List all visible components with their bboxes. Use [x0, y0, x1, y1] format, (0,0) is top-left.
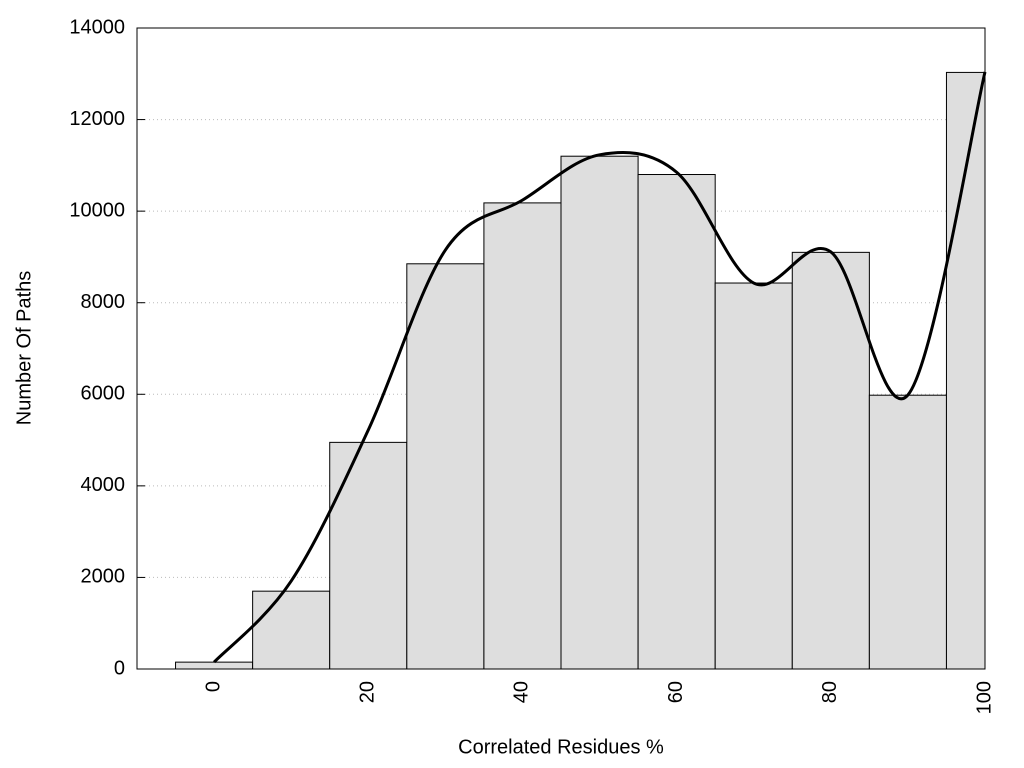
bar: [791, 251, 870, 670]
bar: [560, 155, 639, 670]
plot-frame: [136, 27, 986, 670]
x-tick-label: 0: [202, 681, 224, 692]
y-axis-label: Number Of Paths: [13, 271, 35, 426]
bar: [175, 661, 254, 670]
y-tick-label: 6000: [81, 383, 126, 405]
bar: [868, 394, 947, 670]
y-tick-label: 8000: [81, 291, 126, 313]
x-tick-label: 80: [819, 681, 841, 703]
bar: [252, 590, 331, 670]
bar: [483, 202, 562, 670]
y-tick-label: 4000: [81, 474, 126, 496]
y-tick-label: 14000: [69, 16, 125, 38]
y-tick-label: 2000: [81, 566, 126, 588]
x-tick-label: 100: [973, 681, 995, 714]
bar: [637, 174, 716, 670]
y-tick-label: 10000: [69, 199, 125, 221]
x-tick-label: 60: [665, 681, 687, 703]
bar: [406, 263, 485, 670]
x-axis-label: Correlated Residues %: [458, 736, 664, 758]
x-tick-label: 40: [511, 681, 533, 703]
smooth-line: [213, 71, 987, 664]
x-tick-label: 20: [357, 681, 379, 703]
y-tick-label: 12000: [69, 108, 125, 130]
bar: [329, 441, 408, 670]
bar: [714, 282, 793, 670]
y-tick-label: 0: [114, 657, 125, 679]
